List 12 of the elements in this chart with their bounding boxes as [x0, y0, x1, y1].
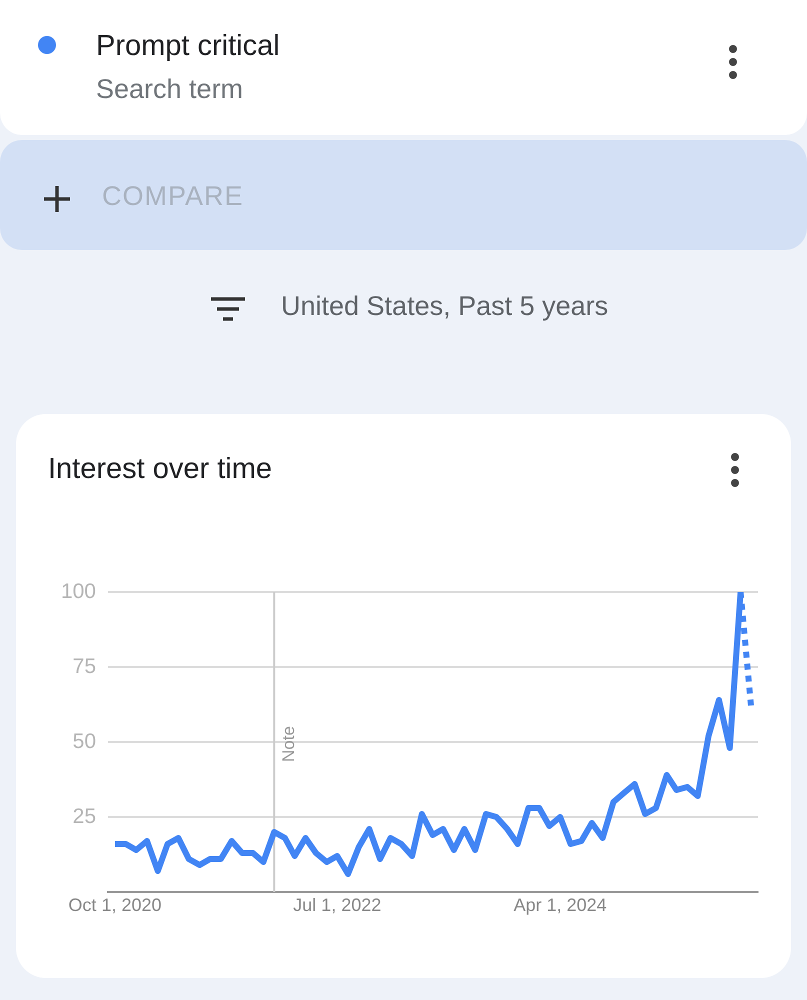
legend-label: Prompt critical — [96, 30, 280, 63]
y-tick-label: 50 — [72, 730, 96, 753]
x-tick-label: Oct 1, 2020 — [68, 894, 162, 915]
x-tick-label: Apr 1, 2024 — [514, 894, 607, 915]
y-tick-label: 75 — [72, 654, 96, 678]
ref-line-label: Note — [279, 726, 298, 762]
chart-title: Interest over time — [48, 453, 272, 486]
y-tick-label: 100 — [60, 580, 96, 603]
text: Search term — [96, 74, 244, 105]
x-tick-label: Jul 1, 2022 — [293, 894, 382, 915]
y-tick-label: 25 — [72, 804, 96, 828]
text: United States, Past 5 years — [281, 291, 608, 322]
